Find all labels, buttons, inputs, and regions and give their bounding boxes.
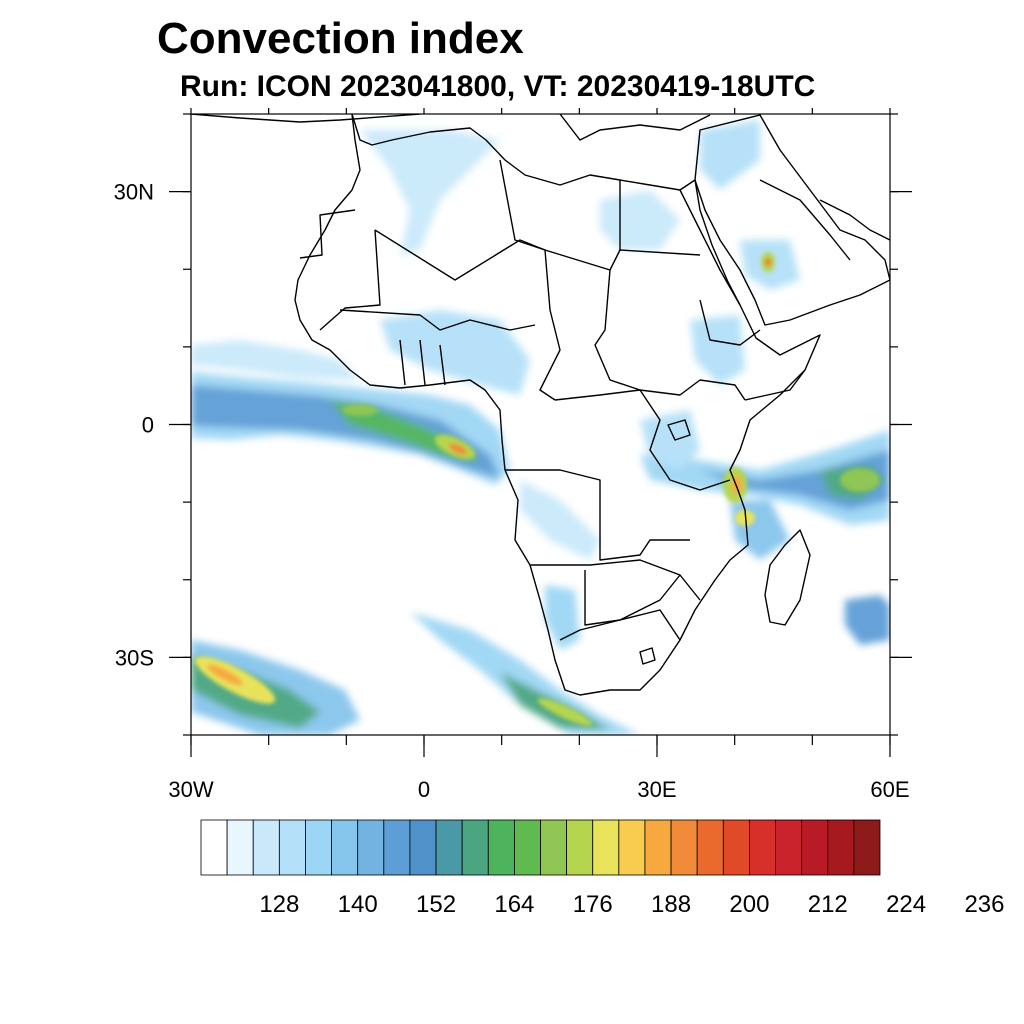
colorbar-label: 176: [573, 891, 613, 918]
colorbar-label: 152: [416, 891, 456, 918]
coastlines-borders: [191, 114, 890, 696]
field-congo-band: [520, 480, 600, 560]
colorbar-label: 212: [808, 891, 848, 918]
colorbar-swatch: [226, 819, 254, 876]
colorbar-swatch: [670, 819, 698, 876]
field-south-band: [410, 612, 640, 735]
map-tick-labels: 30W 0 30E 60E 30N 0 30S: [114, 180, 910, 802]
border-8: [505, 469, 690, 561]
colorbar-label: 140: [338, 891, 378, 918]
colorbar-swatch: [618, 819, 646, 876]
border-13: [399, 339, 446, 386]
field-hotspot-arabia-core: [765, 258, 771, 266]
border-4: [499, 159, 701, 271]
colorbar-swatch: [749, 819, 776, 876]
colorbar-label: 236: [964, 891, 1004, 918]
field-hotspot-south-band: [537, 698, 593, 726]
africa-coastline: [294, 114, 821, 696]
colorbar-swatch: [540, 819, 568, 876]
x-tick-label: 30E: [637, 777, 676, 802]
europe-south: [559, 114, 711, 141]
y-tick-label: 30N: [114, 180, 154, 205]
lake-victoria: [667, 419, 691, 441]
colorbar-swatch: [331, 819, 359, 876]
field-north-africa: [360, 130, 500, 255]
x-tick-label: 0: [418, 777, 430, 802]
red-sea: [679, 189, 741, 306]
border-14: [699, 299, 761, 346]
colorbar-swatch: [513, 819, 541, 876]
y-tick-label: 0: [142, 413, 154, 438]
x-tick-label: 30W: [168, 777, 213, 802]
field-hotspot-indian: [840, 468, 880, 492]
border-15: [744, 369, 806, 401]
colorbar-swatch: [566, 819, 594, 876]
arabia-coast: [694, 114, 890, 326]
colorbar-swatch: [409, 819, 437, 876]
colorbar-label: 164: [494, 891, 534, 918]
colorbar-labels: 128 140 152 164 176 188 200 212 224 236: [259, 891, 1004, 918]
colorbar-swatch: [383, 819, 411, 876]
field-west-africa: [191, 340, 360, 380]
border-11: [559, 609, 681, 641]
colorbar-swatch: [644, 819, 672, 876]
colorbar-swatch: [252, 819, 280, 876]
field-mideast: [700, 120, 760, 190]
map-area: 30W 0 30E 60E 30N 0 30S: [114, 108, 912, 802]
border-7: [554, 389, 731, 491]
chart-title: Convection index: [157, 14, 524, 63]
field-gulf-guinea: [380, 310, 530, 395]
field-atlantic-core: [191, 385, 500, 478]
convection-field: [191, 120, 890, 735]
border-2: [319, 229, 381, 331]
colorbar-swatch: [696, 819, 724, 876]
colorbar-label: 188: [651, 891, 691, 918]
colorbar-swatch: [853, 819, 881, 876]
field-ethiopia: [690, 315, 745, 385]
colorbar-swatch: [278, 819, 306, 876]
madagascar: [764, 529, 811, 626]
colorbar-swatch: [722, 819, 750, 876]
x-tick-label: 60E: [870, 777, 909, 802]
y-tick-label: 30S: [115, 645, 154, 670]
colorbar-swatch: [775, 819, 803, 876]
border-9: [530, 559, 701, 601]
field-hotspot-atlantic: [342, 404, 378, 416]
lesotho: [639, 647, 656, 665]
field-east-africa: [640, 410, 700, 470]
colorbar-swatch: [357, 819, 385, 876]
chart-subtitle: Run: ICON 2023041800, VT: 20230419-18UTC: [180, 70, 816, 103]
border-3: [374, 229, 561, 401]
map-ticks: [169, 108, 912, 757]
mediterranean-north: [191, 114, 421, 123]
colorbar-swatch: [435, 819, 463, 876]
colorbar-swatch: [461, 819, 489, 876]
colorbar: [200, 819, 881, 876]
field-madagascar-east: [845, 595, 890, 645]
border-1: [299, 209, 356, 259]
border-12: [339, 309, 536, 331]
colorbar-swatch: [827, 819, 855, 876]
border-16: [759, 179, 851, 261]
colorbar-label: 224: [886, 891, 926, 918]
colorbar-swatch: [592, 819, 620, 876]
colorbar-swatch: [305, 819, 332, 876]
colorbar-swatch: [200, 819, 228, 876]
field-hotspot-gabon-core: [448, 443, 468, 455]
colorbar-swatch: [487, 819, 515, 876]
colorbar-label: 128: [259, 891, 299, 918]
gulf-coast: [819, 199, 890, 241]
colorbar-swatch: [801, 819, 829, 876]
field-hotspot-southwest-core: [207, 664, 243, 686]
colorbar-label: 200: [729, 891, 769, 918]
